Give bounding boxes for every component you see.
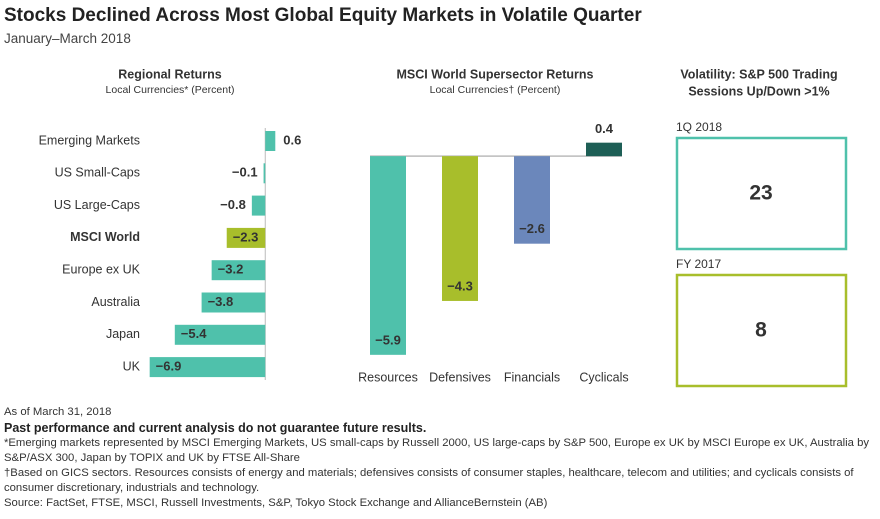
category-label: Resources bbox=[358, 370, 418, 384]
bar bbox=[514, 156, 550, 244]
value-label: −3.8 bbox=[208, 294, 234, 309]
as-of-date: As of March 31, 2018 bbox=[4, 406, 112, 418]
category-label: Japan bbox=[106, 327, 140, 341]
category-label: Australia bbox=[91, 295, 140, 309]
box-label: FY 2017 bbox=[676, 257, 721, 271]
value-label: 0.6 bbox=[283, 132, 301, 147]
disclaimer: Past performance and current analysis do… bbox=[4, 420, 427, 435]
value-label: −3.2 bbox=[218, 262, 244, 277]
charts: Regional Returns Local Currencies* (Perce… bbox=[39, 67, 848, 388]
box-value: 8 bbox=[755, 319, 767, 342]
bar bbox=[211, 260, 266, 281]
bar bbox=[263, 163, 266, 184]
bar bbox=[251, 195, 266, 216]
footnote: †Based on GICS sectors. Resources consis… bbox=[4, 467, 854, 494]
bar bbox=[149, 357, 266, 378]
category-label: US Large-Caps bbox=[54, 198, 140, 212]
value-label: −2.3 bbox=[233, 229, 259, 244]
bar bbox=[201, 292, 266, 313]
box bbox=[675, 136, 848, 251]
volatility-title: Volatility: S&P 500 Trading bbox=[680, 67, 837, 81]
bar bbox=[586, 142, 622, 157]
category-label: UK bbox=[123, 359, 141, 373]
box-value: 23 bbox=[749, 182, 772, 205]
bar bbox=[226, 227, 266, 248]
box-label: 1Q 2018 bbox=[676, 120, 722, 134]
value-label: −2.6 bbox=[519, 221, 545, 236]
bar bbox=[442, 156, 478, 301]
value-label: 0.4 bbox=[595, 121, 614, 136]
category-label: Defensives bbox=[429, 370, 491, 384]
category-label: Cyclicals bbox=[579, 370, 628, 384]
chart-subtitle: Local Currencies† (Percent) bbox=[430, 84, 561, 96]
page-subtitle: January–March 2018 bbox=[4, 31, 131, 46]
volatility-title: Sessions Up/Down >1% bbox=[688, 84, 829, 98]
source: Source: FactSet, FTSE, MSCI, Russell Inv… bbox=[4, 497, 548, 510]
value-label: −5.4 bbox=[181, 326, 207, 341]
category-label: Emerging Markets bbox=[39, 133, 140, 147]
bar bbox=[265, 131, 276, 151]
chart-subtitle: Local Currencies* (Percent) bbox=[106, 84, 235, 96]
chart-title: Regional Returns bbox=[118, 67, 222, 81]
value-label: −5.9 bbox=[375, 332, 401, 347]
chart-title: MSCI World Supersector Returns bbox=[396, 67, 593, 81]
footnote: *Emerging markets represented by MSCI Em… bbox=[4, 437, 870, 464]
category-label: US Small-Caps bbox=[55, 166, 140, 180]
value-label: −6.9 bbox=[156, 359, 182, 374]
value-label: −4.3 bbox=[447, 278, 473, 293]
category-label: MSCI World bbox=[70, 230, 140, 244]
value-label: −0.8 bbox=[220, 197, 246, 212]
notes: As of March 31, 2018 Past performance an… bbox=[4, 405, 876, 512]
category-label: Europe ex UK bbox=[62, 262, 140, 276]
value-label: −0.1 bbox=[232, 165, 258, 180]
bar bbox=[174, 324, 266, 345]
bar bbox=[370, 156, 406, 355]
box bbox=[675, 273, 848, 388]
page-title: Stocks Declined Across Most Global Equit… bbox=[4, 5, 642, 26]
category-label: Financials bbox=[504, 370, 560, 384]
